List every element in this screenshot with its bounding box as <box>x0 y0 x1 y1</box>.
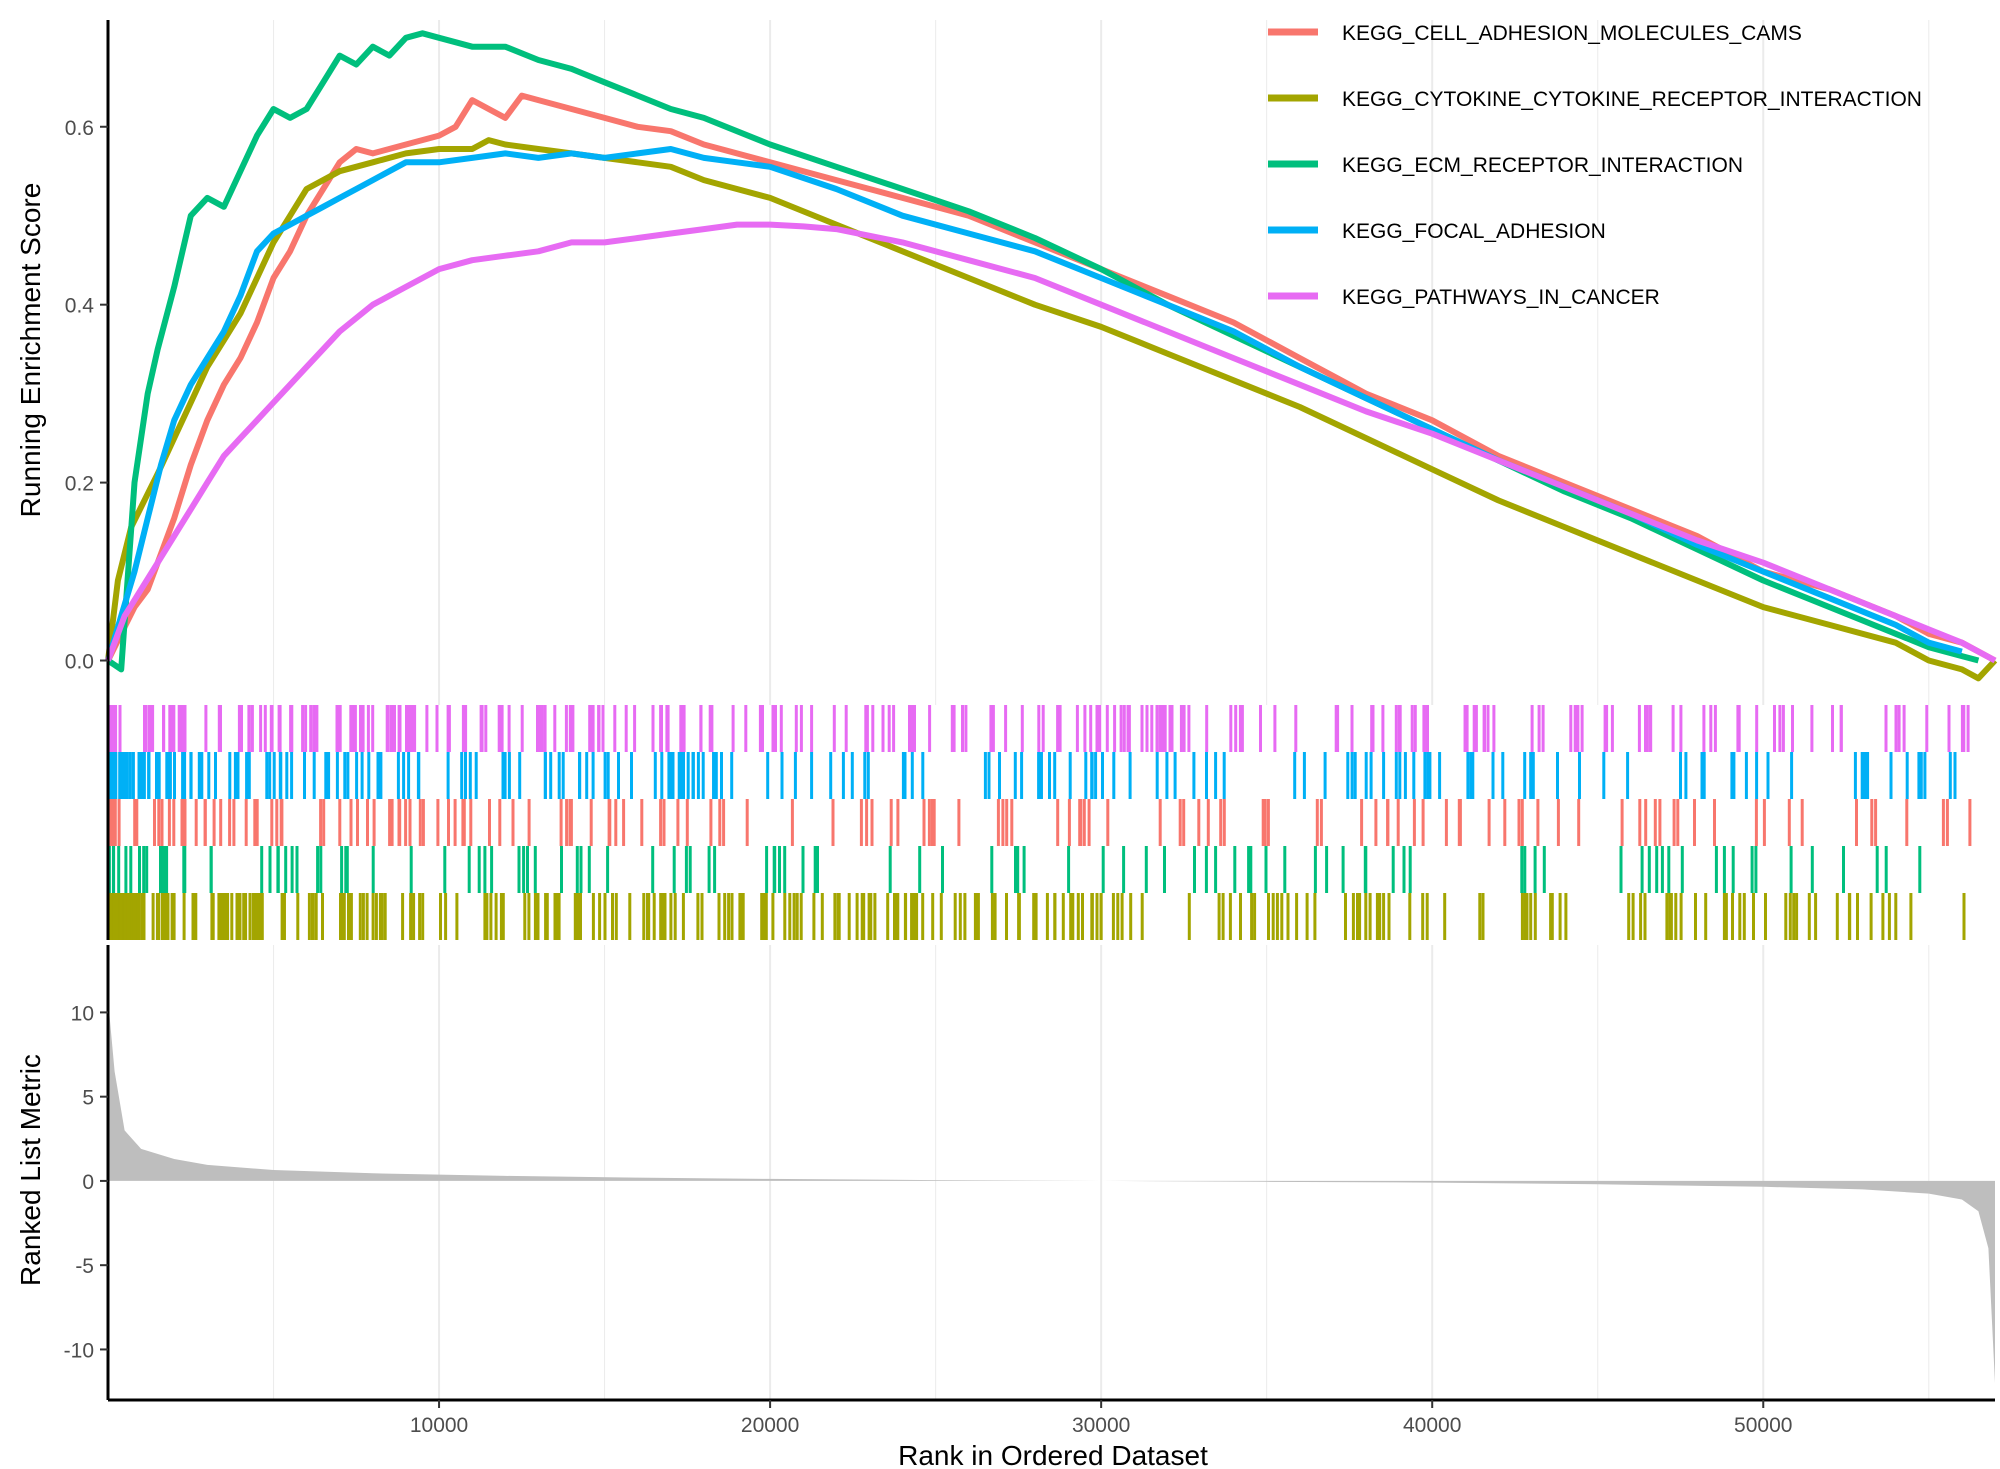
tick-labels: 0.0 0.2 0.4 0.6 -10 -5 0 5 10 10000 20000 30000 4000… <box>64 117 1793 1437</box>
grid-top <box>273 20 1930 705</box>
enrichment-lines <box>105 30 1998 682</box>
gene-hit-ticks <box>106 705 1972 940</box>
y-axis-title-ranked-metric: Ranked List Metric <box>15 1054 46 1286</box>
series-line-4 <box>105 221 1997 664</box>
axes <box>106 20 1995 1402</box>
legend-label: KEGG_FOCAL_ADHESION <box>1342 220 1606 243</box>
y-tick-label-bottom: -5 <box>75 1255 94 1278</box>
y-tick-label-top: 0.0 <box>65 651 94 674</box>
y-axis-title-running-enrichment: Running Enrichment Score <box>15 183 46 518</box>
y-tick-label-bottom: 10 <box>71 1002 94 1025</box>
legend: KEGG_CELL_ADHESION_MOLECULES_CAMS KEGG_CY… <box>1268 22 1922 309</box>
x-tick-label: 40000 <box>1403 1414 1461 1437</box>
grid-bottom <box>273 945 1930 1400</box>
legend-label: KEGG_PATHWAYS_IN_CANCER <box>1342 286 1660 309</box>
x-tick-label: 50000 <box>1734 1414 1792 1437</box>
y-tick-label-bottom: 5 <box>82 1087 94 1110</box>
legend-label: KEGG_CYTOKINE_CYTOKINE_RECEPTOR_INTERACT… <box>1342 88 1922 111</box>
metric-area <box>108 998 1995 1384</box>
x-axis-title: Rank in Ordered Dataset <box>898 1440 1208 1469</box>
x-tick-label: 10000 <box>410 1414 468 1437</box>
legend-label: KEGG_CELL_ADHESION_MOLECULES_CAMS <box>1342 22 1802 45</box>
y-tick-label-top: 0.6 <box>65 117 94 140</box>
ranked-metric-area <box>108 998 1995 1384</box>
y-tick-label-bottom: -10 <box>64 1339 94 1362</box>
y-tick-label-bottom: 0 <box>82 1171 94 1194</box>
x-tick-label: 30000 <box>1072 1414 1130 1437</box>
series-line-3 <box>105 146 1963 662</box>
x-tick-label: 20000 <box>741 1414 799 1437</box>
series-line-0 <box>105 92 1997 664</box>
legend-label: KEGG_ECM_RECEPTOR_INTERACTION <box>1342 154 1743 177</box>
series-line-1 <box>105 137 1998 682</box>
y-tick-label-top: 0.4 <box>65 295 95 318</box>
series-line-2 <box>106 30 1980 673</box>
y-tick-label-top: 0.2 <box>65 473 94 496</box>
